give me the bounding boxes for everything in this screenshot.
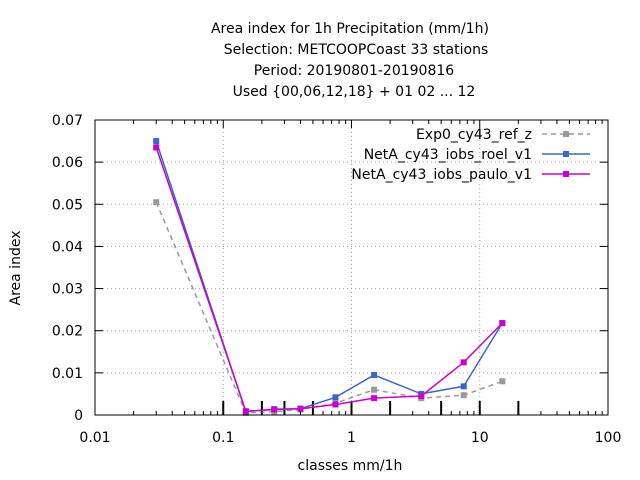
data-point <box>371 386 378 393</box>
legend-label: NetA_cy43_iobs_roel_v1 <box>364 147 532 163</box>
y-tick-label: 0.05 <box>52 197 83 213</box>
data-point <box>242 408 249 415</box>
x-axis-label: classes mm/1h <box>298 458 403 474</box>
legend-label: Exp0_cy43_ref_z <box>416 127 532 143</box>
series-layer <box>153 138 506 416</box>
y-tick-label: 0.04 <box>52 239 83 255</box>
x-tick-label: 0.1 <box>212 430 234 446</box>
series-line <box>155 147 503 412</box>
data-point <box>332 401 339 408</box>
legend-label: NetA_cy43_iobs_paulo_v1 <box>351 167 532 183</box>
data-point <box>332 394 339 401</box>
y-tick-label: 0 <box>74 408 83 424</box>
x-tick-label: 0.01 <box>79 430 110 446</box>
legend-swatch-marker <box>563 171 569 177</box>
x-tick-label: 10 <box>471 430 489 446</box>
axis-ticks: 0.01 0.1 1 10 100 0 0.01 0.02 0.03 0.04 0.05 0.06 0.… <box>52 113 622 446</box>
y-tick-label: 0.01 <box>52 366 83 382</box>
data-point <box>499 378 506 385</box>
y-tick-label: 0.06 <box>52 155 83 171</box>
title-line-1: Area index for 1h Precipitation (mm/1h) <box>211 21 489 37</box>
title-line-3: Period: 20190801-20190816 <box>254 63 454 79</box>
data-point <box>460 359 467 366</box>
data-point <box>371 371 378 378</box>
chart-title: Area index for 1h Precipitation (mm/1h) … <box>211 21 489 100</box>
data-point <box>499 320 506 327</box>
data-point <box>153 199 160 206</box>
title-line-2: Selection: METCOOPCoast 33 stations <box>224 42 489 58</box>
x-tick-label: 100 <box>595 430 622 446</box>
title-line-4: Used {00,06,12,18} + 01 02 ... 12 <box>233 84 476 100</box>
data-point <box>371 395 378 402</box>
series-NetA_cy43_iobs_paulo_v1 <box>153 144 506 415</box>
y-axis-label: Area index <box>8 231 24 306</box>
data-point <box>297 405 304 412</box>
data-point <box>153 144 160 151</box>
series-Exp0_cy43_ref_z <box>153 199 506 416</box>
legend-swatch-marker <box>563 131 569 137</box>
y-tick-label: 0.03 <box>52 282 83 298</box>
data-point <box>271 406 278 413</box>
data-point <box>460 392 467 399</box>
y-tick-label: 0.07 <box>52 113 83 129</box>
data-point <box>418 393 425 400</box>
legend: Exp0_cy43_ref_z NetA_cy43_iobs_roel_v1 Net… <box>351 127 590 183</box>
data-point <box>460 383 467 390</box>
y-tick-label: 0.02 <box>52 324 83 340</box>
series-line <box>155 201 503 414</box>
x-tick-label: 1 <box>347 430 356 446</box>
grid <box>95 120 608 415</box>
legend-swatch-marker <box>563 151 569 157</box>
data-point <box>153 138 160 145</box>
